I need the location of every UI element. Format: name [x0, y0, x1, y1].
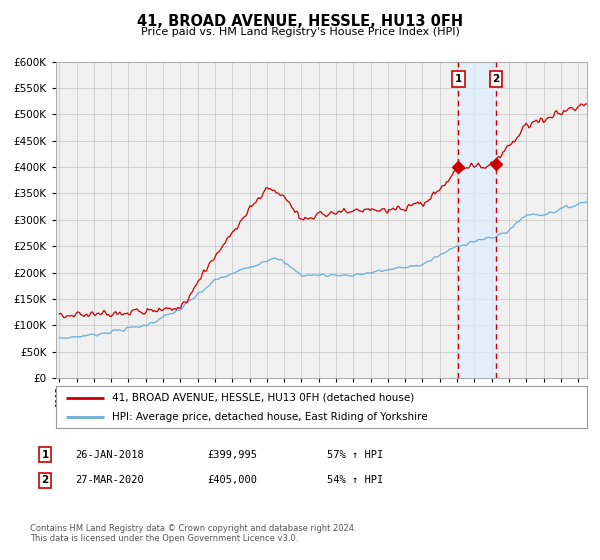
Text: 57% ↑ HPI: 57% ↑ HPI	[327, 450, 383, 460]
Text: This data is licensed under the Open Government Licence v3.0.: This data is licensed under the Open Gov…	[30, 534, 298, 543]
Text: 2: 2	[492, 74, 499, 84]
Text: £405,000: £405,000	[207, 475, 257, 486]
Text: 26-JAN-2018: 26-JAN-2018	[75, 450, 144, 460]
Text: 54% ↑ HPI: 54% ↑ HPI	[327, 475, 383, 486]
Text: 27-MAR-2020: 27-MAR-2020	[75, 475, 144, 486]
Text: 1: 1	[41, 450, 49, 460]
Text: 2: 2	[41, 475, 49, 486]
Text: Price paid vs. HM Land Registry's House Price Index (HPI): Price paid vs. HM Land Registry's House …	[140, 27, 460, 37]
Text: 41, BROAD AVENUE, HESSLE, HU13 0FH (detached house): 41, BROAD AVENUE, HESSLE, HU13 0FH (deta…	[112, 393, 414, 403]
Text: 41, BROAD AVENUE, HESSLE, HU13 0FH: 41, BROAD AVENUE, HESSLE, HU13 0FH	[137, 14, 463, 29]
Text: Contains HM Land Registry data © Crown copyright and database right 2024.: Contains HM Land Registry data © Crown c…	[30, 524, 356, 533]
Text: £399,995: £399,995	[207, 450, 257, 460]
Text: HPI: Average price, detached house, East Riding of Yorkshire: HPI: Average price, detached house, East…	[112, 412, 427, 422]
Text: 1: 1	[455, 74, 462, 84]
Bar	[458, 62, 496, 378]
